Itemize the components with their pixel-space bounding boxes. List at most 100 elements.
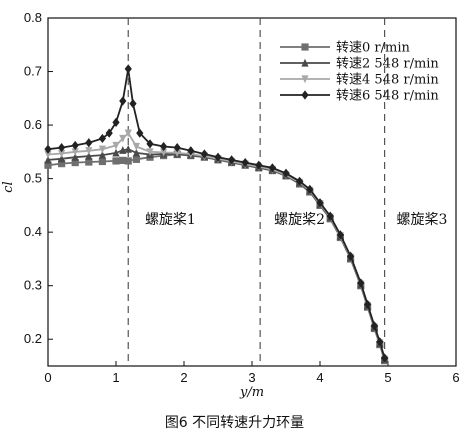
series-3 — [44, 129, 389, 364]
legend-swatch-marker — [301, 75, 309, 84]
data-point — [58, 154, 66, 163]
data-point — [241, 157, 249, 168]
data-point — [98, 133, 106, 144]
series-line-1 — [47, 153, 386, 361]
lift-circulation-chart: 0 1 2 3 4 5 60.20.30.40.50.60.70.8 螺旋桨1 螺旋桨2 螺旋桨… — [1, 10, 460, 400]
data-point — [316, 198, 324, 208]
data-point — [71, 140, 79, 151]
data-point — [58, 149, 66, 158]
data-point — [124, 129, 132, 138]
data-point — [187, 146, 195, 156]
data-point — [124, 157, 132, 165]
data-point — [85, 138, 93, 148]
data-point — [44, 150, 52, 159]
data-point — [357, 278, 365, 288]
x-tick-label: 1 — [112, 370, 119, 385]
series-4 — [44, 64, 389, 363]
data-point — [124, 144, 132, 153]
data-point — [132, 155, 140, 163]
data-point — [71, 153, 79, 161]
y-tick-label: 0.7 — [24, 64, 42, 79]
x-tick-label: 5 — [384, 370, 391, 385]
data-point — [105, 128, 113, 138]
data-point — [306, 184, 314, 194]
data-point — [364, 299, 372, 310]
data-point — [119, 96, 127, 106]
data-point — [214, 152, 222, 162]
data-point — [112, 117, 120, 127]
x-tick-label: 0 — [44, 370, 51, 385]
y-tick-label: 0.2 — [24, 331, 42, 346]
y-axis-label: cl — [1, 181, 16, 192]
series-1 — [44, 150, 389, 365]
series-2 — [44, 144, 389, 364]
x-tick-label: 2 — [180, 370, 187, 385]
data-point — [136, 128, 144, 138]
data-point — [112, 141, 120, 150]
data-point — [98, 150, 106, 159]
series-layer — [44, 64, 389, 365]
data-point — [58, 142, 66, 153]
data-point — [44, 144, 52, 154]
propeller-label-2: 螺旋桨2 — [274, 211, 325, 228]
legend-label-2: 转速2 548 r/min — [336, 57, 439, 72]
legend-label-3: 转速4 548 r/min — [336, 73, 439, 88]
propeller-region-labels: 螺旋桨1 螺旋桨2 螺旋桨3 — [145, 211, 448, 228]
data-point — [132, 142, 140, 151]
legend-label-4: 转速6 548 r/min — [336, 89, 439, 104]
x-axis-label: y/m — [239, 385, 264, 400]
data-point — [282, 168, 290, 178]
data-point — [132, 148, 140, 157]
legend-swatch-marker — [301, 58, 309, 67]
propeller-label-3: 螺旋桨3 — [397, 211, 448, 228]
data-point — [98, 157, 106, 166]
data-point — [71, 148, 79, 157]
data-point — [85, 158, 93, 166]
data-point — [376, 337, 384, 347]
data-point — [255, 160, 263, 170]
data-point — [370, 321, 378, 331]
data-point — [146, 148, 154, 157]
data-point — [200, 149, 208, 159]
series-line-2 — [47, 148, 386, 360]
figure-caption: 图6 不同转速升力环量 — [164, 415, 305, 431]
data-point — [119, 156, 127, 165]
data-point — [44, 155, 52, 164]
y-tick-label: 0.8 — [24, 10, 42, 25]
x-tick-label: 6 — [452, 370, 459, 385]
x-tick-label: 3 — [248, 370, 255, 385]
series-line-4 — [47, 68, 386, 359]
data-point — [129, 99, 137, 109]
legend-swatch-marker — [301, 90, 309, 100]
legend-label-1: 转速0 r/min — [336, 41, 410, 56]
y-tick-label: 0.4 — [24, 224, 42, 239]
series-line-3 — [47, 131, 386, 360]
data-point — [119, 146, 127, 154]
data-point — [112, 157, 120, 165]
data-point — [44, 161, 52, 169]
data-point — [296, 176, 304, 186]
data-point — [173, 149, 181, 158]
data-point — [268, 163, 276, 173]
data-point — [124, 64, 132, 74]
data-point — [228, 155, 236, 165]
data-point — [173, 142, 181, 153]
data-point — [71, 158, 79, 167]
data-point — [119, 134, 127, 143]
propeller-label-1: 螺旋桨1 — [145, 211, 196, 228]
y-tick-label: 0.5 — [24, 171, 42, 186]
data-point — [347, 251, 355, 261]
y-tick-label: 0.3 — [24, 278, 42, 293]
data-point — [146, 139, 154, 149]
y-tick-label: 0.6 — [24, 117, 42, 132]
axis-ticks: 0 1 2 3 4 5 6 0.2 0.3 0.4 0.5 0.6 0.7 0.8 — [24, 10, 460, 385]
data-point — [160, 148, 168, 157]
data-point — [381, 353, 389, 363]
x-tick-label: 4 — [316, 370, 323, 385]
data-point — [112, 148, 120, 157]
data-point — [160, 141, 168, 152]
data-point — [85, 151, 93, 160]
data-point — [58, 160, 66, 168]
legend-swatch-marker — [301, 43, 309, 51]
